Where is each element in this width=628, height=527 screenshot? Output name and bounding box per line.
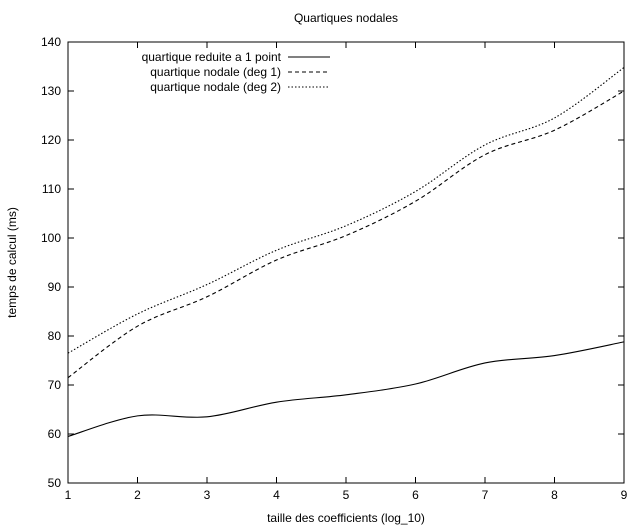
legend-label: quartique reduite a 1 point: [142, 50, 282, 64]
x-tick-label: 8: [551, 488, 558, 502]
x-axis: 1 2 3 4 5 6 7 8 9: [65, 42, 628, 502]
y-tick-label: 90: [48, 280, 62, 294]
series-line: [67, 341, 625, 437]
x-tick-label: 5: [343, 488, 350, 502]
y-axis: 50 60 70 80 90 100 110 120 130 140: [41, 35, 624, 490]
y-axis-title: temps de calcul (ms): [5, 207, 19, 318]
x-tick-label: 2: [134, 488, 141, 502]
series-group: [67, 67, 625, 437]
y-tick-label: 80: [48, 329, 62, 343]
y-tick-label: 100: [41, 231, 61, 245]
x-tick-label: 3: [204, 488, 211, 502]
y-tick-label: 60: [48, 427, 62, 441]
y-tick-label: 120: [41, 133, 61, 147]
x-axis-title: taille des coefficients (log_10): [267, 511, 425, 525]
chart-title: Quartiques nodales: [294, 11, 398, 25]
plot-area: [67, 41, 625, 484]
x-tick-label: 9: [621, 488, 628, 502]
legend-label: quartique nodale (deg 1): [150, 65, 281, 79]
x-tick-label: 4: [273, 488, 280, 502]
series-line: [67, 67, 625, 354]
y-tick-label: 50: [48, 476, 62, 490]
y-tick-label: 140: [41, 35, 61, 49]
series-line: [67, 90, 625, 379]
x-tick-label: 1: [65, 488, 72, 502]
x-tick-label: 7: [482, 488, 489, 502]
legend-label: quartique nodale (deg 2): [150, 80, 281, 94]
y-tick-label: 70: [48, 378, 62, 392]
y-tick-label: 130: [41, 84, 61, 98]
y-tick-label: 110: [42, 182, 61, 196]
x-tick-label: 6: [412, 488, 419, 502]
plot-border: [67, 41, 625, 484]
